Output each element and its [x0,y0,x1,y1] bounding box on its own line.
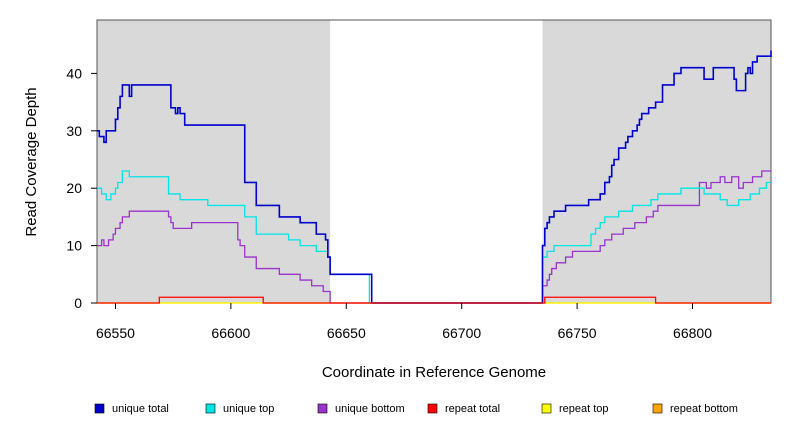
series-line-unique-bottom [97,170,771,304]
x-tick-label: 66600 [211,325,250,341]
series-line-unique-top [97,170,771,304]
series-lines [97,50,772,304]
x-axis-title: Coordinate in Reference Genome [322,364,546,381]
axes: 66550 66600 66650 66700 66750 66800 0 10 20 30 40 [66,65,712,341]
legend-swatch-repeat-total [427,403,438,414]
x-tick-label: 66750 [558,325,597,341]
x-tick-label: 66550 [96,325,135,341]
shaded-regions [97,20,771,303]
legend-swatch-repeat-bottom [652,403,663,414]
series-line-unique-total [97,50,772,304]
x-tick-label: 66800 [673,325,712,341]
x-tick-label: 66700 [442,325,481,341]
legend-label: unique top [223,403,274,415]
legend-swatch-repeat-top [541,403,552,414]
shaded-region-1 [97,20,331,303]
legend-label: repeat bottom [670,403,738,415]
y-tick-label: 0 [74,295,82,311]
legend-swatch-unique-top [205,403,216,414]
legend-label: repeat top [559,403,609,415]
y-tick-label: 40 [66,65,82,81]
y-tick-label: 20 [66,180,82,196]
legend-label: unique bottom [335,403,405,415]
shaded-region-2 [542,20,771,303]
legend-label: repeat total [445,403,500,415]
legend-swatch-unique-bottom [317,403,328,414]
legend-swatch-unique-total [94,403,105,414]
x-tick-label: 66650 [327,325,366,341]
legend: unique total unique top unique bottom repea… [94,403,738,415]
series-line-repeat-total [97,296,771,304]
legend-label: unique total [112,403,169,415]
y-axis-title: Read Coverage Depth [23,87,40,236]
y-tick-label: 30 [66,123,82,139]
y-tick-label: 10 [66,238,82,254]
